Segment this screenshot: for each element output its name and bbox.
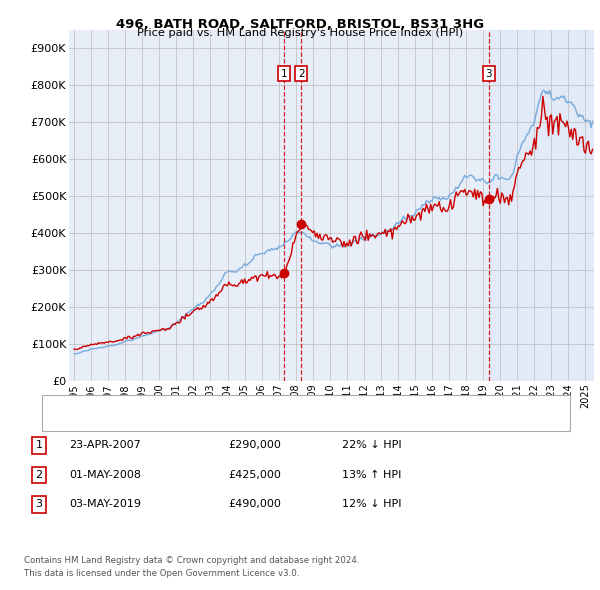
- Text: £425,000: £425,000: [228, 470, 281, 480]
- Text: £490,000: £490,000: [228, 500, 281, 509]
- Text: 496, BATH ROAD, SALTFORD, BRISTOL, BS31 3HG: 496, BATH ROAD, SALTFORD, BRISTOL, BS31 …: [116, 18, 484, 31]
- Text: Price paid vs. HM Land Registry's House Price Index (HPI): Price paid vs. HM Land Registry's House …: [137, 28, 463, 38]
- Text: 01-MAY-2008: 01-MAY-2008: [69, 470, 141, 480]
- Text: 1: 1: [35, 441, 43, 450]
- Bar: [489, 30, 594, 381]
- Text: 2: 2: [298, 69, 305, 79]
- Text: This data is licensed under the Open Government Licence v3.0.: This data is licensed under the Open Gov…: [24, 569, 299, 578]
- Text: 496, BATH ROAD, SALTFORD, BRISTOL, BS31 3HG (detached house): 496, BATH ROAD, SALTFORD, BRISTOL, BS31 …: [82, 400, 435, 410]
- Text: £290,000: £290,000: [228, 441, 281, 450]
- Text: 22% ↓ HPI: 22% ↓ HPI: [342, 441, 401, 450]
- Text: HPI: Average price, detached house, Bath and North East Somerset: HPI: Average price, detached house, Bath…: [82, 416, 434, 426]
- Text: 13% ↑ HPI: 13% ↑ HPI: [342, 470, 401, 480]
- Text: 23-APR-2007: 23-APR-2007: [69, 441, 141, 450]
- Text: Contains HM Land Registry data © Crown copyright and database right 2024.: Contains HM Land Registry data © Crown c…: [24, 556, 359, 565]
- Text: 3: 3: [35, 500, 43, 509]
- Text: 12% ↓ HPI: 12% ↓ HPI: [342, 500, 401, 509]
- Text: 1: 1: [281, 69, 287, 79]
- Text: 2: 2: [35, 470, 43, 480]
- Text: 3: 3: [485, 69, 492, 79]
- Text: 03-MAY-2019: 03-MAY-2019: [69, 500, 141, 509]
